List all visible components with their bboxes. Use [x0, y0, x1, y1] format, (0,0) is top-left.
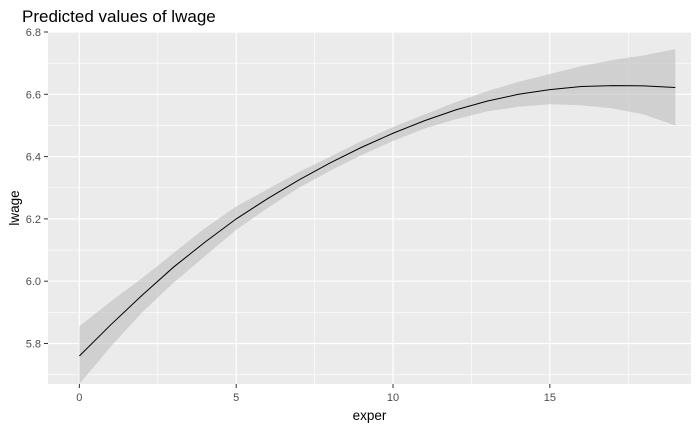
y-tick-label: 6.6	[26, 89, 41, 101]
x-axis-title: exper	[353, 408, 387, 423]
x-tick-label: 0	[76, 392, 82, 404]
confidence-ribbon	[79, 49, 676, 384]
x-axis: 0 5 10 15	[76, 384, 556, 404]
y-tick-label: 6.4	[26, 152, 41, 164]
y-axis-title: lwage	[7, 190, 22, 225]
x-tick-label: 15	[544, 392, 556, 404]
chart-title: Predicted values of lwage	[22, 7, 216, 26]
x-tick-label: 5	[233, 392, 239, 404]
prediction-line	[79, 85, 676, 357]
y-tick-label: 6.0	[26, 276, 41, 288]
minor-gridlines	[48, 32, 691, 384]
y-tick-label: 6.2	[26, 214, 41, 226]
y-axis: 5.8 6.0 6.2 6.4 6.6 6.8	[26, 27, 48, 351]
y-tick-label: 6.8	[26, 27, 41, 39]
y-tick-label: 5.8	[26, 339, 41, 351]
x-tick-label: 10	[387, 392, 399, 404]
